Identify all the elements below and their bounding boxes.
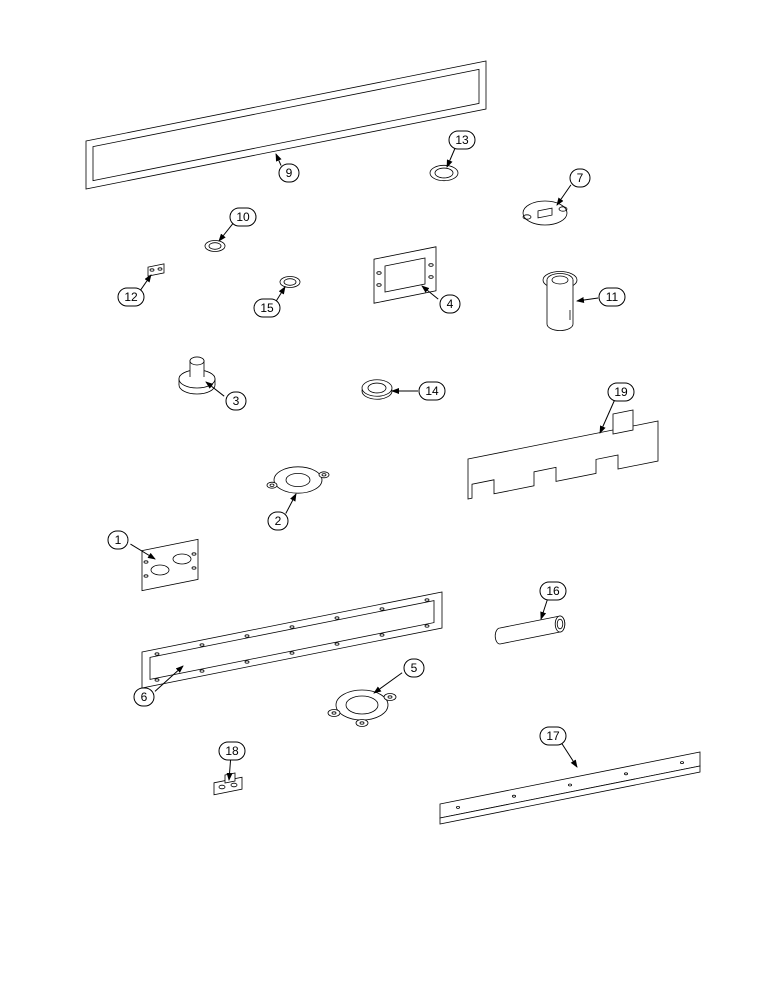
callout-number: 2	[275, 514, 282, 528]
leader-line	[577, 298, 598, 301]
callout-label-10: 10	[230, 208, 256, 226]
part-5-flange	[328, 690, 396, 727]
leader-line	[557, 185, 571, 205]
callout-label-6: 6	[134, 688, 154, 706]
callout-label-9: 9	[279, 164, 299, 182]
callout-label-3: 3	[226, 392, 246, 410]
callout-number: 15	[260, 301, 274, 315]
callout-label-5: 5	[404, 659, 424, 677]
callout-label-14: 14	[419, 382, 445, 400]
callout-number: 4	[447, 297, 454, 311]
leader-line	[374, 673, 402, 693]
callout-number: 18	[225, 744, 239, 758]
leader-line	[600, 400, 615, 433]
part-11-sleeve	[543, 272, 577, 331]
part-14-ring	[362, 380, 392, 400]
leader-line	[562, 743, 577, 767]
part-7-flange	[523, 201, 567, 225]
callout-number: 13	[455, 133, 469, 147]
callout-label-7: 7	[570, 169, 590, 187]
callout-label-15: 15	[254, 299, 280, 317]
part-16-tube	[495, 616, 565, 644]
leader-line	[286, 494, 296, 514]
part-13-ring	[430, 165, 458, 180]
part-6-gasket	[142, 592, 442, 688]
callout-label-18: 18	[219, 742, 245, 760]
part-10-ring	[205, 241, 225, 252]
part-2-flange	[267, 467, 329, 493]
leader-line	[447, 148, 455, 167]
callout-number: 3	[233, 394, 240, 408]
callout-label-17: 17	[540, 727, 566, 745]
callout-number: 6	[141, 690, 148, 704]
callout-label-2: 2	[268, 512, 288, 530]
part-4-gasket	[374, 247, 436, 303]
leader-line	[276, 154, 281, 166]
part-18-bracket	[214, 773, 242, 795]
callout-number: 9	[286, 166, 293, 180]
callout-label-12: 12	[118, 288, 144, 306]
leader-line	[219, 223, 233, 241]
part-1-plate	[142, 539, 198, 590]
callout-number: 10	[236, 210, 250, 224]
callout-label-13: 13	[449, 131, 475, 149]
leader-line	[541, 599, 547, 619]
callout-number: 11	[606, 290, 619, 304]
callout-number: 17	[546, 729, 560, 743]
callout-label-19: 19	[608, 383, 634, 401]
callout-label-1: 1	[108, 531, 128, 549]
callout-number: 7	[577, 171, 584, 185]
callout-number: 19	[614, 385, 628, 399]
part-12-clip	[148, 264, 164, 276]
callout-label-11: 11	[599, 288, 625, 306]
callout-number: 12	[124, 290, 138, 304]
part-17-rail	[440, 752, 700, 824]
leader-line	[140, 275, 151, 290]
callout-number: 16	[546, 584, 560, 598]
leader-line	[276, 287, 285, 301]
callout-number: 1	[115, 533, 122, 547]
callout-number: 14	[425, 384, 439, 398]
callout-label-4: 4	[440, 295, 460, 313]
part-3-peg	[179, 357, 215, 394]
part-19-plate	[468, 410, 658, 499]
part-15-ring	[280, 277, 300, 288]
callout-number: 5	[411, 661, 418, 675]
callout-label-16: 16	[540, 582, 566, 600]
